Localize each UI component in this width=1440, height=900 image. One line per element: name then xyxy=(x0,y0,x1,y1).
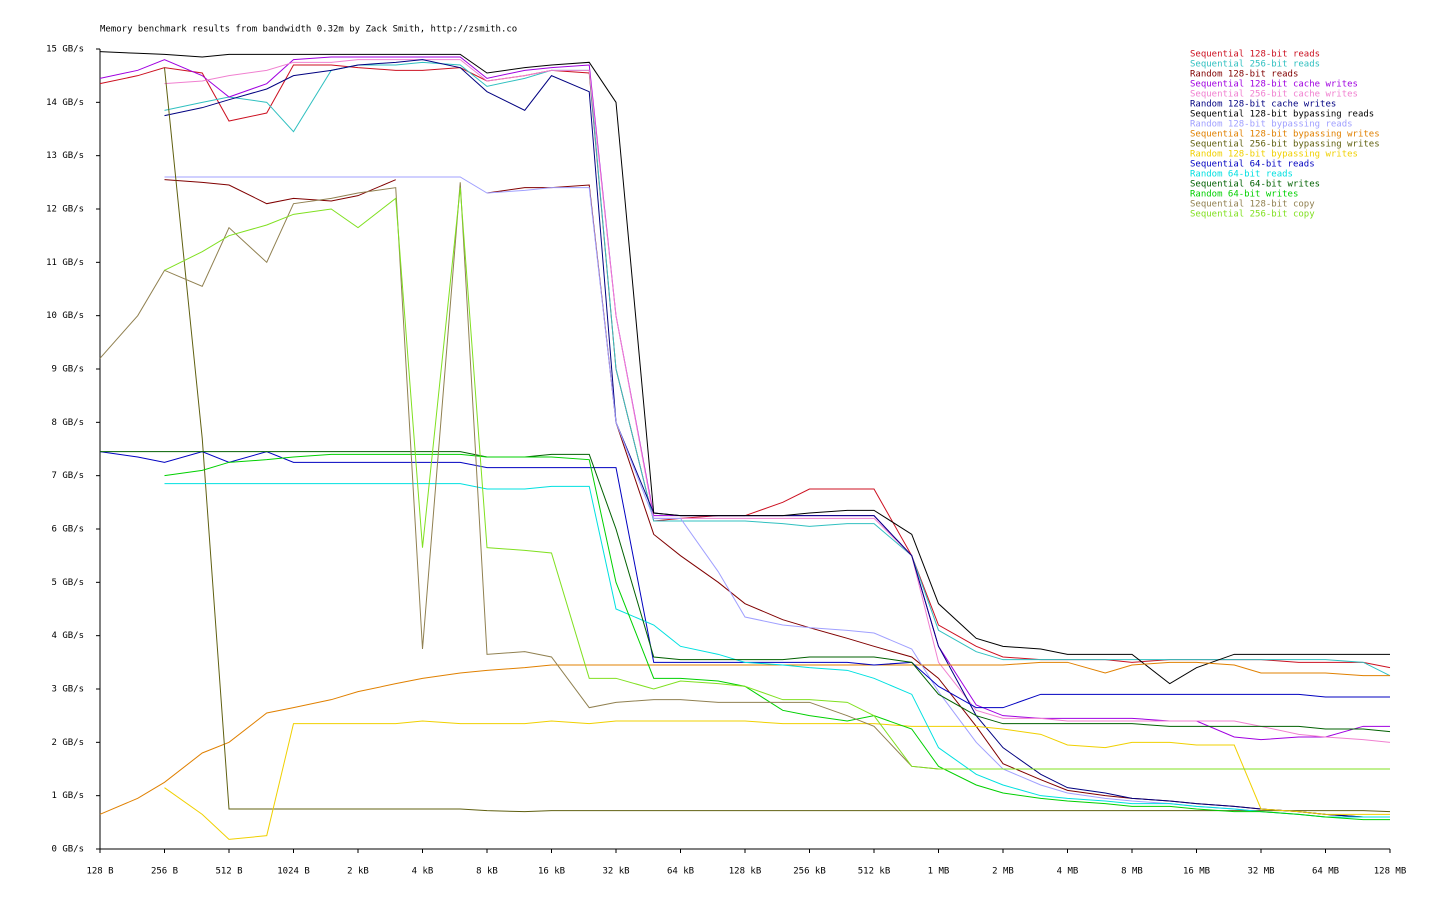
legend-entry: Random 128-bit bypassing reads xyxy=(1190,120,1353,130)
legend-entry: Sequential 128-bit reads xyxy=(1190,50,1320,60)
y-tick-label: 12 GB/s xyxy=(46,205,84,215)
y-tick-label: 13 GB/s xyxy=(46,151,84,161)
series-line xyxy=(99,661,1390,815)
series-line xyxy=(164,59,1391,743)
y-tick-label: 8 GB/s xyxy=(51,418,84,428)
legend-entry: Sequential 128-bit copy xyxy=(1190,200,1315,210)
x-tick-label: 256 kB xyxy=(793,867,826,877)
series-line xyxy=(164,187,1390,770)
legend-entry: Random 128-bit bypassing writes xyxy=(1190,150,1358,160)
legend-entry: Random 128-bit reads xyxy=(1190,70,1298,80)
x-tick-label: 4 kB xyxy=(412,867,434,877)
x-tick-label: 1 MB xyxy=(928,867,950,877)
series-line xyxy=(99,51,1390,685)
x-tick-label: 32 kB xyxy=(602,867,629,877)
y-tick-label: 1 GB/s xyxy=(51,791,84,801)
y-tick-label: 6 GB/s xyxy=(51,525,84,535)
x-tick-label: 128 MB xyxy=(1374,867,1407,877)
x-tick-label: 16 kB xyxy=(538,867,565,877)
x-tick-label: 64 kB xyxy=(667,867,694,877)
chart-title: Memory benchmark results from bandwidth … xyxy=(100,25,517,35)
series-line xyxy=(164,453,1390,821)
x-tick-label: 512 B xyxy=(215,867,242,877)
x-tick-label: 4 MB xyxy=(1057,867,1079,877)
series-line xyxy=(100,451,1391,733)
y-tick-label: 9 GB/s xyxy=(51,365,84,375)
x-tick-label: 512 kB xyxy=(858,867,891,877)
x-tick-label: 2 MB xyxy=(992,867,1014,877)
x-tick-label: 128 kB xyxy=(729,867,762,877)
series-line xyxy=(164,67,1391,813)
x-tick-label: 8 MB xyxy=(1121,867,1143,877)
x-tick-label: 64 MB xyxy=(1312,867,1339,877)
legend-entry: Sequential 128-bit bypassing reads xyxy=(1190,110,1374,120)
x-tick-label: 2 kB xyxy=(347,867,369,877)
y-tick-label: 0 GB/s xyxy=(51,845,84,855)
y-tick-label: 5 GB/s xyxy=(51,578,84,588)
series-line xyxy=(164,720,1390,840)
x-tick-label: 32 MB xyxy=(1247,867,1274,877)
legend-entry: Random 64-bit reads xyxy=(1190,170,1293,180)
legend-entry: Sequential 256-bit bypassing writes xyxy=(1190,140,1380,150)
legend-entry: Sequential 128-bit bypassing writes xyxy=(1190,130,1380,140)
legend-entry: Sequential 64-bit reads xyxy=(1190,160,1315,170)
x-tick-label: 1024 B xyxy=(277,867,310,877)
y-tick-label: 3 GB/s xyxy=(51,685,84,695)
legend-entry: Sequential 256-bit copy xyxy=(1190,210,1315,220)
y-tick-label: 10 GB/s xyxy=(46,311,84,321)
legend-entry: Sequential 128-bit cache writes xyxy=(1190,80,1358,90)
y-tick-label: 15 GB/s xyxy=(46,45,84,55)
x-tick-label: 256 B xyxy=(151,867,178,877)
legend-entry: Sequential 64-bit writes xyxy=(1190,180,1320,190)
legend-entry: Random 64-bit writes xyxy=(1190,190,1298,200)
series-line xyxy=(164,61,1391,677)
y-tick-label: 2 GB/s xyxy=(51,738,84,748)
y-tick-label: 4 GB/s xyxy=(51,631,84,641)
series-line xyxy=(164,483,1390,818)
y-tick-label: 7 GB/s xyxy=(51,471,84,481)
y-tick-label: 14 GB/s xyxy=(46,98,84,108)
legend-entry: Sequential 256-bit cache writes xyxy=(1190,90,1358,100)
x-tick-label: 16 MB xyxy=(1183,867,1210,877)
legend-entry: Sequential 256-bit reads xyxy=(1190,60,1320,70)
x-tick-label: 8 kB xyxy=(476,867,498,877)
x-tick-label: 128 B xyxy=(86,867,113,877)
legend-entry: Random 128-bit cache writes xyxy=(1190,100,1336,110)
y-tick-label: 11 GB/s xyxy=(46,258,84,268)
